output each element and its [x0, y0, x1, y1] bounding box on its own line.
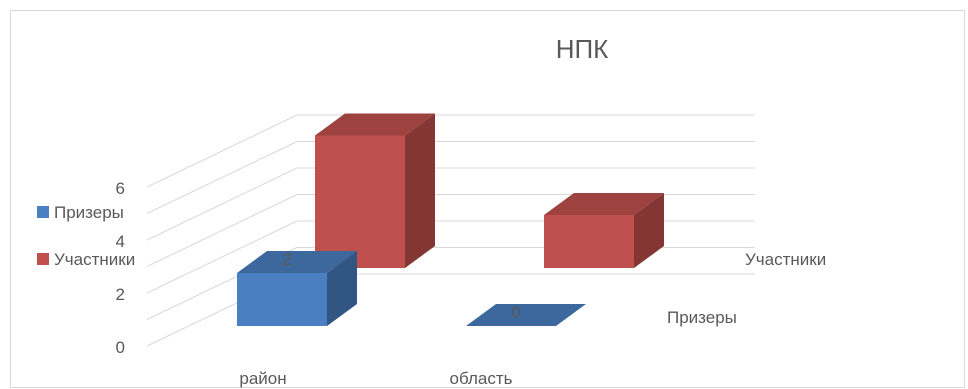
category-label: область: [450, 369, 513, 388]
legend-label: Призеры: [54, 203, 124, 222]
gridline-side: [146, 167, 298, 241]
depth-axis-label: Призеры: [667, 308, 737, 327]
bar-top-face: [466, 304, 586, 326]
data-label: 0: [511, 303, 520, 322]
bar-side-face: [405, 113, 435, 268]
bar-front-face: [544, 215, 634, 268]
gridline-side: [146, 220, 298, 294]
y-tick-label: 6: [116, 179, 125, 198]
bar-front-face: [315, 135, 405, 268]
gridline-side: [146, 141, 298, 214]
bars: [237, 113, 664, 326]
bar-1-1: [544, 193, 664, 268]
bar-0-1: [466, 304, 586, 326]
bar-top-face: [315, 113, 435, 136]
gridline-side: [146, 114, 298, 188]
gridline-side: [146, 194, 298, 267]
y-tick-label: 0: [116, 338, 125, 357]
bar-top-face: [237, 251, 357, 273]
data-label: 2: [282, 250, 291, 269]
chart-title: НПК: [556, 34, 609, 64]
legend-swatch: [37, 206, 49, 218]
bar-top-face: [544, 193, 664, 215]
category-label: район: [239, 369, 286, 388]
depth-axis-label: Участники: [745, 250, 826, 269]
y-tick-label: 4: [116, 232, 125, 251]
bar-side-face: [327, 251, 357, 326]
bar-0-0: [237, 251, 357, 326]
bar-1-0: [315, 113, 435, 268]
bar-front-face: [237, 273, 327, 326]
y-tick-label: 2: [116, 285, 125, 304]
labels: 0 2 4 6 2 0 район область Призеры Участники НПК При…: [37, 34, 826, 388]
legend-label: Участники: [54, 250, 135, 269]
bar-side-face: [634, 193, 664, 268]
legend-swatch: [37, 253, 49, 265]
